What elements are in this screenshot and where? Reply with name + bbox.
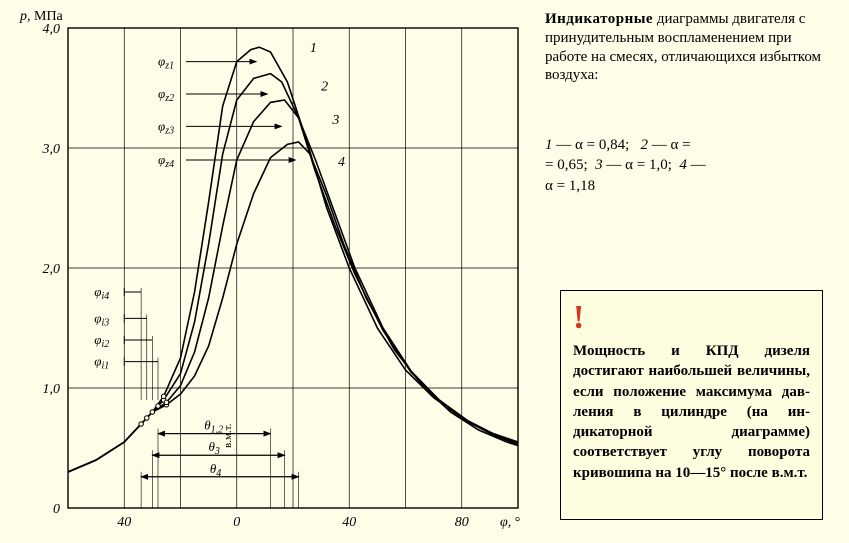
svg-text:3,0: 3,0 [42, 142, 61, 157]
svg-text:φ, °: φ, ° [500, 515, 520, 530]
svg-text:0: 0 [53, 502, 60, 517]
svg-text:3: 3 [331, 113, 339, 128]
svg-text:1,0: 1,0 [43, 382, 61, 397]
svg-text:p, МПа: p, МПа [19, 9, 64, 24]
exclamation-icon: ! [573, 301, 810, 335]
svg-text:4: 4 [338, 155, 345, 170]
svg-text:2: 2 [321, 79, 328, 94]
svg-text:40: 40 [342, 515, 356, 530]
caption-block: Индикаторные диаграммы двигателя с прину… [545, 10, 825, 85]
svg-text:2,0: 2,0 [43, 262, 61, 277]
svg-text:1: 1 [310, 41, 317, 56]
info-callout-box: ! Мощность и КПД ди­зеля достигают наибо… [560, 290, 823, 520]
indicator-diagram-chart: 0 1,0 2,0 3,0 4,0 40 0 40 80 p, МПа φ, ° в.м.т. 1 2 3 4… [0, 0, 540, 543]
info-text: Мощность и КПД ди­зеля достигают наиболь… [573, 341, 810, 483]
legend-block: 1 — α = 0,84; 2 — α == 0,65; 3 — α = 1,0… [545, 135, 825, 196]
svg-text:4,0: 4,0 [43, 22, 61, 37]
legend-text: 1 — α = 0,84; 2 — α == 0,65; 3 — α = 1,0… [545, 137, 706, 194]
svg-text:80: 80 [455, 515, 469, 530]
svg-text:40: 40 [117, 515, 131, 530]
svg-text:в.м.т.: в.м.т. [222, 423, 234, 448]
svg-text:0: 0 [233, 515, 240, 530]
caption-heading: Индикаторные [545, 11, 653, 27]
